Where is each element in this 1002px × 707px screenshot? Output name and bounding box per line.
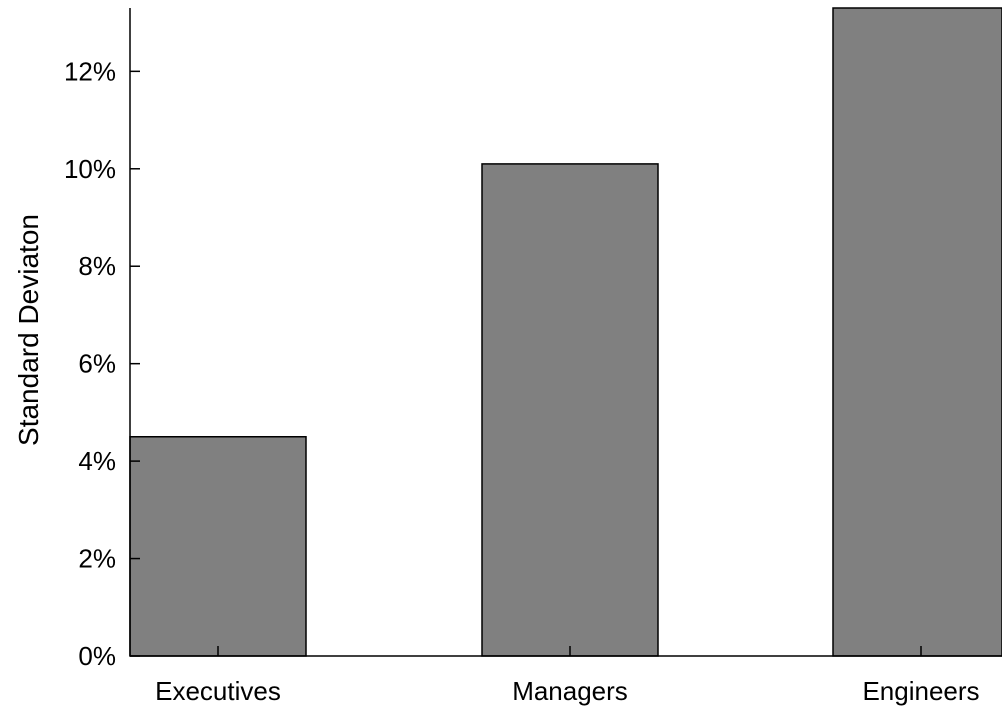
y-tick-label: 4% — [78, 446, 116, 476]
x-tick-label: Engineers — [862, 676, 979, 706]
x-axis: Executives Managers Engineers — [130, 646, 1002, 706]
x-tick-label: Managers — [512, 676, 628, 706]
bar-executives — [129, 436, 307, 657]
y-tick-label: 12% — [64, 56, 116, 86]
y-tick-label: 10% — [64, 154, 116, 184]
bars-group — [129, 7, 1002, 657]
x-tick-label: Executives — [155, 676, 281, 706]
y-axis: 0% 2% 4% 6% 8% 10% 12% — [64, 8, 140, 671]
bar-managers — [481, 163, 659, 657]
y-tick-label: 8% — [78, 251, 116, 281]
bar-engineers — [832, 7, 1002, 657]
y-axis-title: Standard Deviaton — [13, 214, 44, 446]
y-tick-label: 2% — [78, 544, 116, 574]
y-tick-label: 6% — [78, 349, 116, 379]
y-tick-label: 0% — [78, 641, 116, 671]
